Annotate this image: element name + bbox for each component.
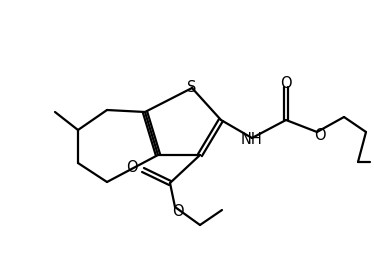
Text: O: O bbox=[126, 160, 138, 175]
Text: O: O bbox=[314, 128, 326, 144]
Text: NH: NH bbox=[241, 132, 263, 147]
Text: O: O bbox=[280, 76, 292, 91]
Text: S: S bbox=[187, 81, 197, 95]
Text: O: O bbox=[172, 203, 184, 218]
